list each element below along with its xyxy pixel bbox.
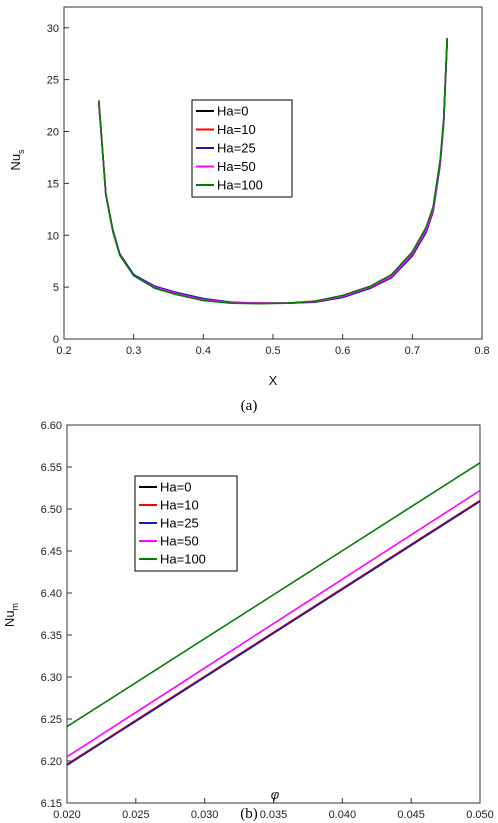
chart-a-caption: (a) — [241, 398, 258, 414]
y-tick-label: 15 — [47, 178, 59, 190]
y-tick-label: 6.45 — [41, 546, 62, 558]
x-tick-label: 0.7 — [405, 345, 420, 357]
legend-label: Ha=25 — [217, 141, 256, 156]
y-tick-label: 6.50 — [41, 504, 62, 516]
x-tick-label: 0.040 — [329, 809, 357, 821]
series-line-ha-50 — [66, 489, 481, 758]
x-tick-label: 0.8 — [474, 345, 489, 357]
chart-a-legend: Ha=0 Ha=10 Ha=25 Ha=50 Ha=100 — [191, 99, 293, 198]
legend-label: Ha=10 — [217, 122, 256, 137]
x-tick-label: 0.045 — [397, 809, 425, 821]
y-tick-label: 6.60 — [41, 420, 62, 432]
legend-label: Ha=100 — [217, 178, 263, 193]
x-tick-label: 0.5 — [265, 345, 280, 357]
legend-label: Ha=0 — [217, 104, 248, 119]
y-tick-label: 6.30 — [41, 672, 62, 684]
chart-a-y-axis-label: Nus — [8, 149, 26, 171]
x-tick-label: 0.035 — [260, 809, 288, 821]
y-tick-label: 6.55 — [41, 462, 62, 474]
chart-a-y-axis-label-main: Nu — [8, 154, 23, 171]
y-tick-label: 20 — [47, 127, 59, 139]
y-tick-label: 0 — [53, 334, 59, 346]
chart-a-y-axis-label-sub: s — [16, 149, 26, 154]
series-line-ha-25 — [66, 500, 481, 766]
series-line-ha-100 — [98, 38, 448, 305]
y-tick-label: 6.35 — [41, 630, 62, 642]
legend-label: Ha=50 — [160, 534, 199, 549]
legend-label: Ha=10 — [160, 498, 199, 513]
x-tick-label: 0.025 — [122, 809, 150, 821]
x-tick-label: 0.020 — [53, 809, 81, 821]
chart-b-plot-frame — [66, 424, 481, 804]
legend-label: Ha=50 — [217, 159, 256, 174]
chart-b: 0.020 0.025 0.030 0.035 0.040 0.045 0.050 6.15 6… — [2, 420, 494, 822]
y-tick-label: 25 — [47, 75, 59, 87]
x-tick-label: 0.030 — [191, 809, 219, 821]
chart-b-caption: (b) — [240, 806, 258, 822]
chart-b-legend: Ha=0 Ha=10 Ha=25 Ha=50 Ha=100 — [134, 475, 238, 572]
series-line-ha-100 — [66, 462, 481, 728]
y-tick-label: 6.15 — [41, 798, 62, 810]
chart-b-y-axis-label-sub: m — [10, 603, 20, 611]
y-tick-label: 10 — [47, 230, 59, 242]
chart-b-x-axis-label: φ — [271, 787, 280, 802]
chart-b-y-axis-label: Num — [2, 603, 20, 627]
chart-b-y-axis-label-main: Nu — [2, 610, 17, 627]
chart-a-x-axis-label: X — [269, 373, 278, 388]
y-tick-label: 30 — [47, 23, 59, 35]
x-tick-label: 0.2 — [56, 345, 71, 357]
x-tick-label: 0.6 — [335, 345, 350, 357]
legend-label: Ha=0 — [160, 480, 191, 495]
legend-label: Ha=25 — [160, 516, 199, 531]
x-tick-label: 0.050 — [466, 809, 494, 821]
x-tick-label: 0.4 — [196, 345, 211, 357]
y-tick-label: 5 — [53, 282, 59, 294]
y-tick-label: 6.40 — [41, 588, 62, 600]
y-tick-label: 6.25 — [41, 714, 62, 726]
y-tick-label: 6.20 — [41, 756, 62, 768]
x-tick-label: 0.3 — [126, 345, 141, 357]
legend-label: Ha=100 — [160, 552, 206, 567]
